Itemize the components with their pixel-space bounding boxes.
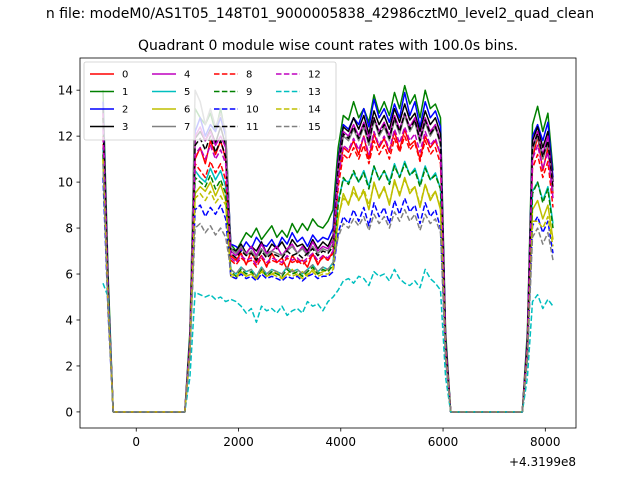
legend-label-2: 2 — [122, 105, 128, 116]
x-axis-offset-label: +4.3199e8 — [509, 455, 576, 469]
legend-label-8: 8 — [246, 70, 252, 81]
y-tick-label: 4 — [65, 313, 73, 327]
legend-label-7: 7 — [184, 122, 190, 133]
legend-label-14: 14 — [308, 105, 321, 116]
series-lines-layer — [102, 84, 554, 413]
legend-frame — [83, 61, 337, 141]
legend-label-1: 1 — [122, 87, 128, 98]
x-tick-label: 8000 — [530, 435, 561, 449]
legend-label-4: 4 — [184, 70, 190, 81]
y-tick-label: 12 — [58, 130, 73, 144]
series-line-15 — [102, 163, 554, 413]
legend-label-15: 15 — [308, 122, 321, 133]
plot-frame — [79, 57, 577, 429]
legend-label-9: 9 — [246, 87, 252, 98]
y-tick-label: 10 — [58, 176, 73, 190]
x-tick-label: 6000 — [428, 435, 459, 449]
y-tick-label: 2 — [65, 359, 73, 373]
y-axis: 0 2 4 6 8 10 12 14 — [58, 84, 80, 419]
y-tick-label: 6 — [65, 268, 73, 282]
x-tick-label: 0 — [132, 435, 140, 449]
y-tick-label: 8 — [65, 222, 73, 236]
legend-label-12: 12 — [308, 70, 321, 81]
x-tick-label: 4000 — [326, 435, 357, 449]
x-tick-label: 2000 — [223, 435, 254, 449]
chart-title: Quadrant 0 module wise count rates with … — [138, 38, 518, 54]
legend-label-10: 10 — [246, 105, 259, 116]
legend-label-5: 5 — [184, 87, 190, 98]
legend-label-11: 11 — [246, 122, 259, 133]
y-tick-label: 0 — [65, 405, 73, 419]
legend-label-6: 6 — [184, 105, 190, 116]
page-title: n file: modeM0/AS1T05_148T01_9000005838_… — [45, 6, 595, 22]
x-axis: 0 2000 4000 6000 8000 — [132, 428, 561, 449]
y-tick-label: 14 — [58, 84, 73, 98]
legend-label-13: 13 — [308, 87, 321, 98]
legend-label-3: 3 — [122, 122, 128, 133]
legend-label-0: 0 — [122, 70, 128, 81]
